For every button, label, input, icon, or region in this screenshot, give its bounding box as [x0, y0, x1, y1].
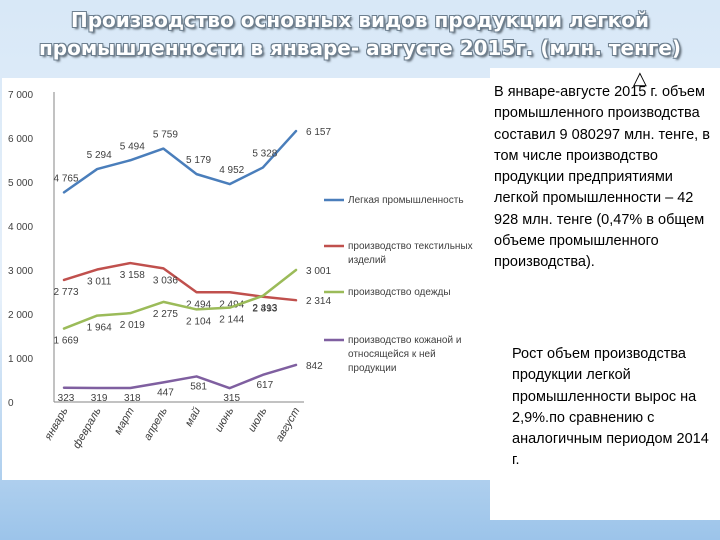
- data-label: 2 275: [153, 309, 178, 320]
- x-tick-label: июль: [246, 405, 270, 434]
- line-chart: 0 1 000 2 000 3 000 4 000 5 000 6 000 7 000 янва…: [8, 90, 473, 451]
- data-label: 2 494: [219, 299, 244, 310]
- data-label: 3 036: [153, 275, 178, 286]
- data-label: 4 765: [53, 173, 78, 184]
- series-line: [62, 268, 298, 330]
- x-tick-label: май: [183, 406, 203, 429]
- data-label: 447: [157, 387, 174, 398]
- chart-panel: 0 1 000 2 000 3 000 4 000 5 000 6 000 7 000 янва…: [2, 78, 490, 480]
- data-label: 1 669: [53, 336, 78, 347]
- data-label: 2 413: [252, 303, 277, 314]
- growth-paragraph: Рост объем производства продукции легкой…: [512, 346, 709, 469]
- x-tick-label: февраль: [71, 405, 104, 450]
- data-label: 2 773: [53, 287, 78, 298]
- y-tick-label: 3 000: [8, 266, 33, 277]
- slide-title-line2: промышленности в январе- августе 2015г. …: [38, 36, 682, 60]
- text-panel: △ В январе-августе 2015 г. объем промышл…: [490, 68, 720, 520]
- data-label: 319: [91, 393, 108, 404]
- arrow-icon: △: [633, 68, 647, 88]
- y-tick-label: 4 000: [8, 222, 33, 233]
- y-tick-label: 7 000: [8, 90, 33, 101]
- data-label: 2 144: [219, 315, 244, 326]
- x-tick-label: апрель: [142, 405, 170, 442]
- y-tick-label: 6 000: [8, 134, 33, 145]
- x-tick-label: март: [112, 406, 137, 437]
- data-label: 4 952: [219, 165, 244, 176]
- x-tick-label: июнь: [213, 405, 237, 434]
- x-tick-label: январь: [42, 405, 71, 443]
- summary-paragraph: В январе-августе 2015 г. объем промышлен…: [494, 84, 710, 271]
- data-label: 5 294: [87, 150, 112, 161]
- legend-label: производство кожаной и относящейся к ней п…: [348, 335, 461, 374]
- data-label: 5 328: [252, 149, 277, 160]
- data-label: 3 011: [87, 277, 112, 288]
- legend-label: Легкая промышленность: [348, 195, 464, 206]
- y-tick-label: 2 000: [8, 310, 33, 321]
- y-tick-label: 5 000: [8, 178, 33, 189]
- x-tick-label: август: [273, 406, 302, 444]
- y-tick-label: 0: [8, 398, 14, 409]
- series-line: [62, 129, 298, 194]
- data-label: 5 494: [120, 141, 145, 152]
- data-label: 2 494: [186, 299, 211, 310]
- data-label: 6 157: [306, 127, 331, 138]
- legend-label: производство текстильных изделий: [348, 241, 473, 266]
- series-line: [62, 363, 298, 390]
- data-label: 2 314: [306, 296, 331, 307]
- data-label: 3 001: [306, 266, 331, 277]
- data-label: 2 393: [252, 304, 277, 315]
- data-label: 842: [306, 361, 323, 372]
- data-label: 2 019: [120, 320, 145, 331]
- slide-title: Производство основных видов продукции ле…: [0, 6, 720, 62]
- slide-title-line1: Производство основных видов продукции ле…: [71, 8, 649, 32]
- data-label: 5 759: [153, 130, 178, 141]
- data-label: 617: [257, 380, 274, 391]
- data-label: 315: [223, 393, 240, 404]
- data-label: 5 179: [186, 155, 211, 166]
- data-label: 2 104: [186, 316, 211, 327]
- legend-label: производство одежды: [348, 287, 451, 298]
- data-label: 3 158: [120, 270, 145, 281]
- data-label: 323: [58, 393, 75, 404]
- series-line: [62, 261, 298, 302]
- data-label: 581: [190, 381, 207, 392]
- y-tick-label: 1 000: [8, 354, 33, 365]
- data-label: 318: [124, 393, 141, 404]
- data-label: 1 964: [87, 323, 112, 334]
